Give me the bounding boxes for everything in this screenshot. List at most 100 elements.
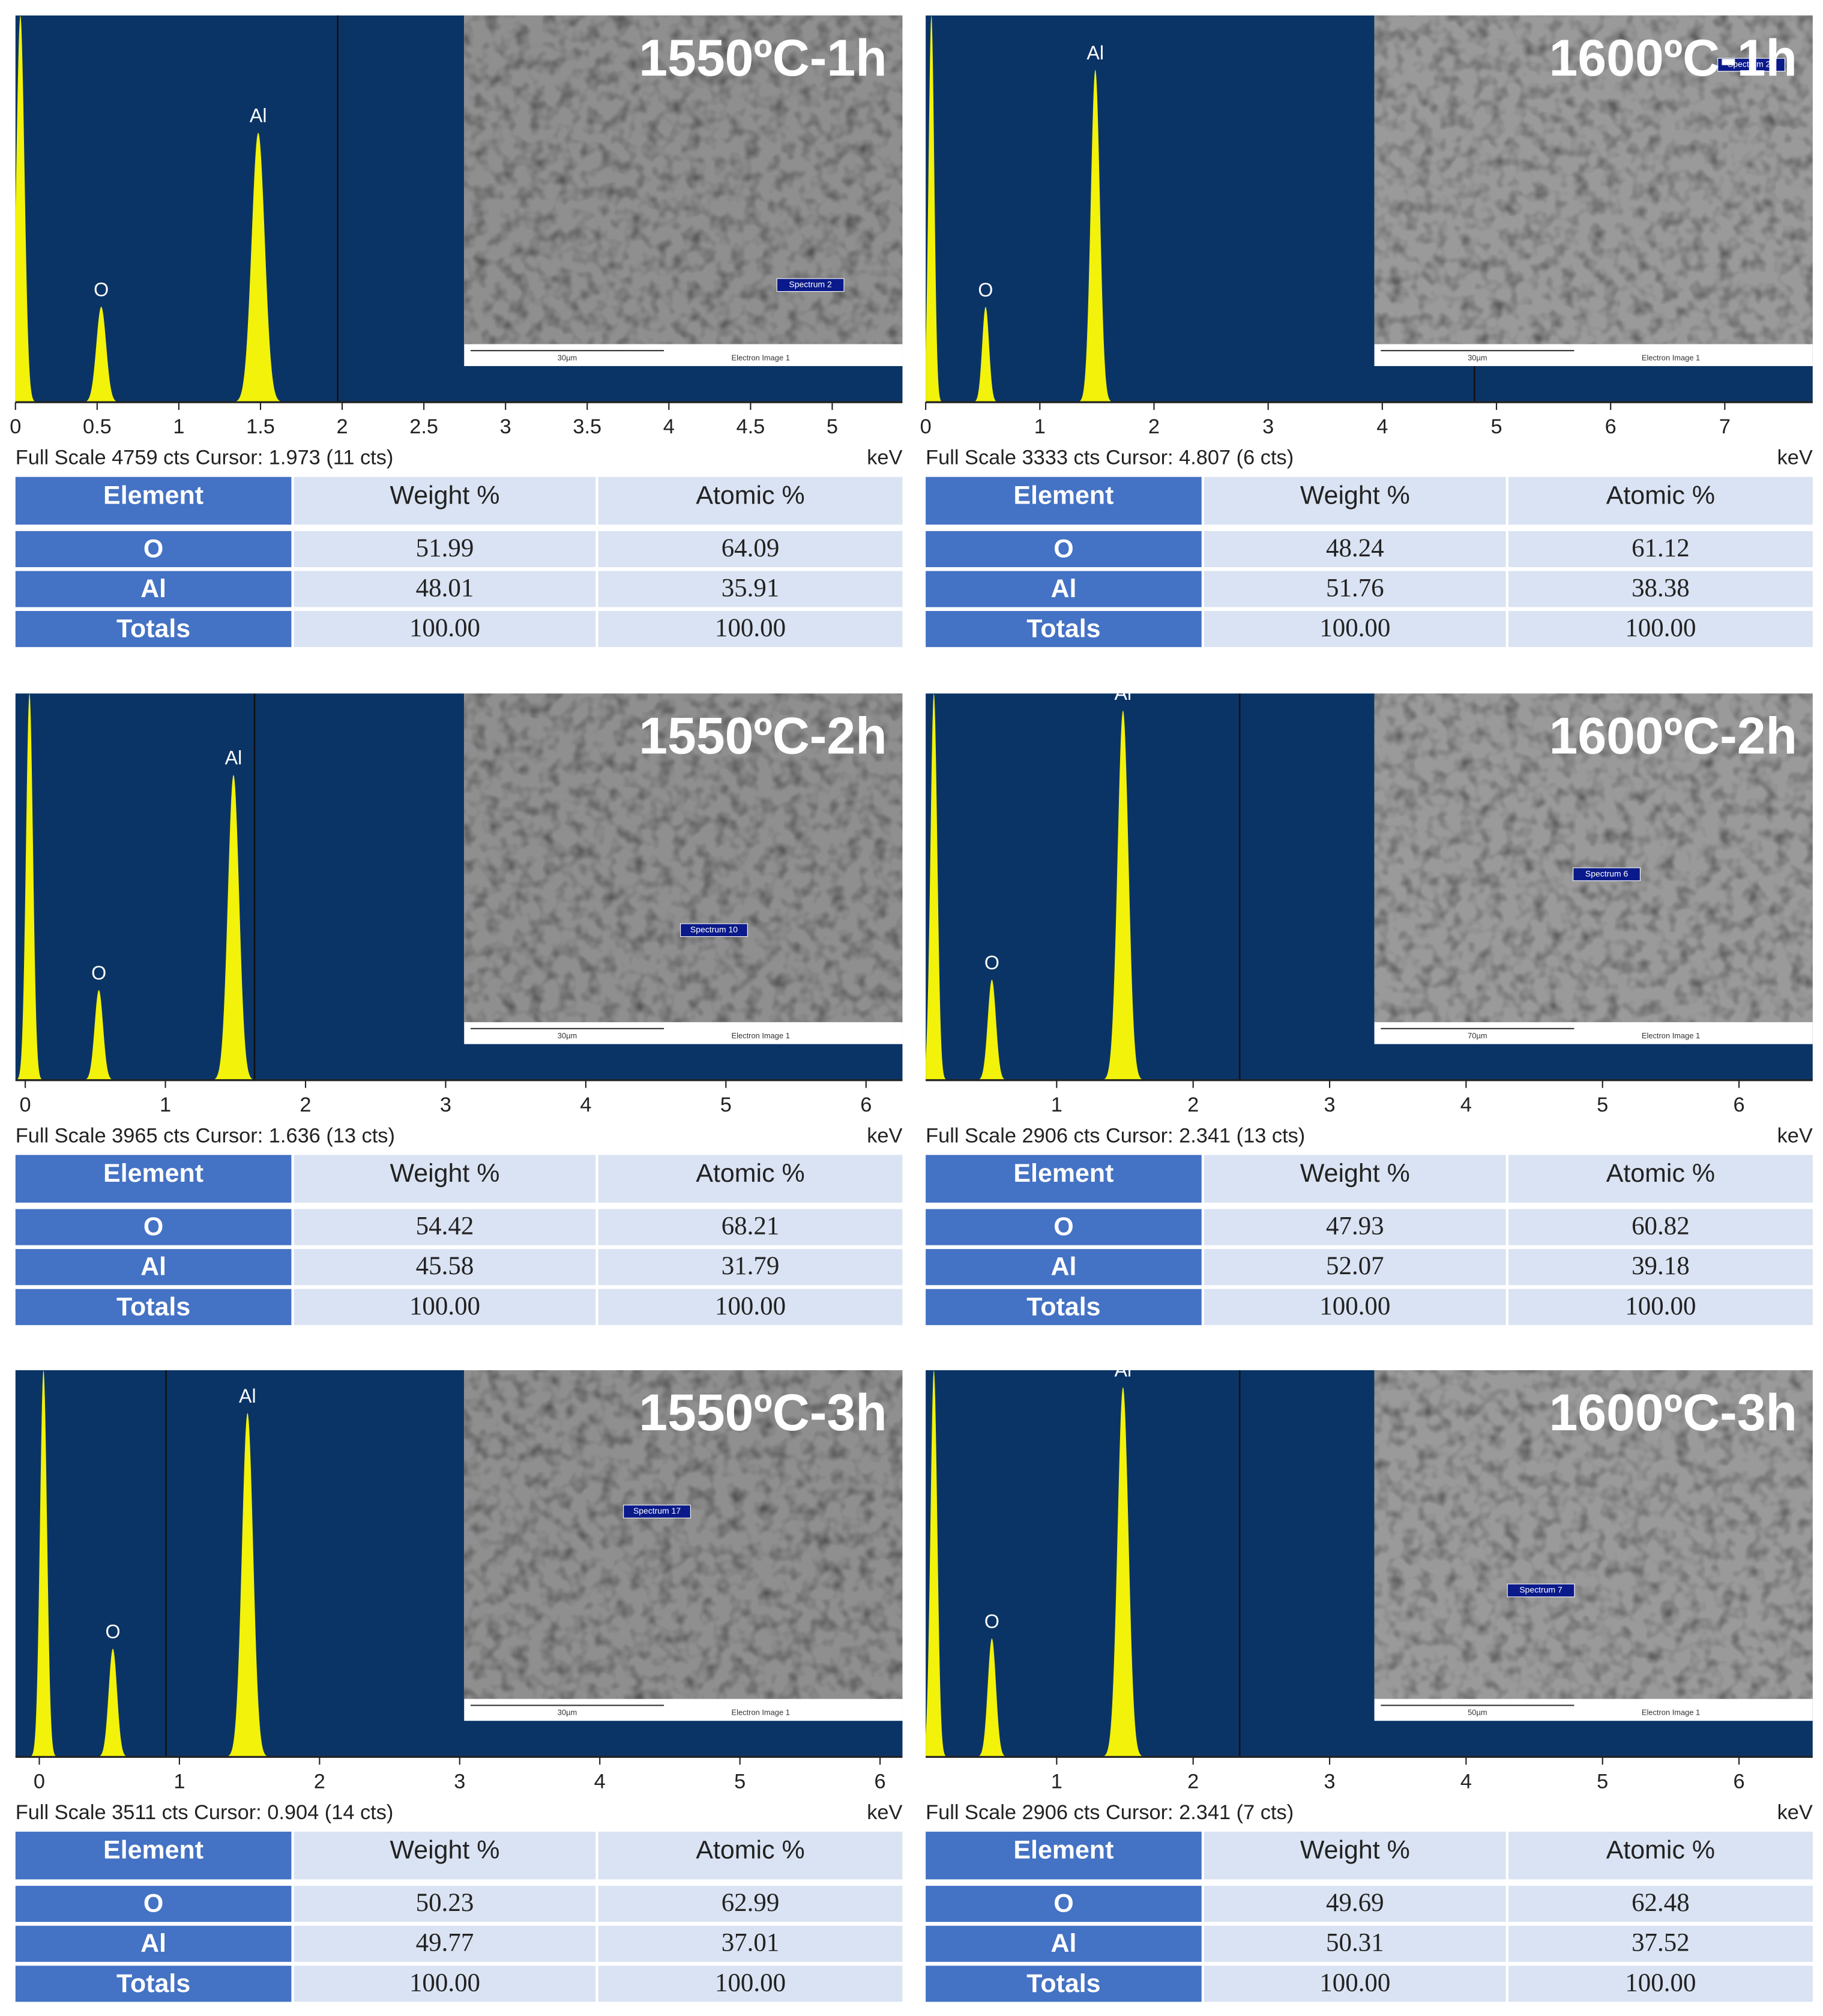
- table-value: 100.00: [409, 1969, 480, 1997]
- table-cell: [926, 531, 1202, 567]
- image-caption: Electron Image 1: [1642, 1708, 1700, 1717]
- table-cell: [1508, 1831, 1813, 1880]
- peak: [82, 990, 116, 1080]
- panel: O Al 30µm Electron Image 1 Spectrum 2 1550ºC-…: [10, 15, 903, 648]
- peak-label: Al: [239, 1385, 256, 1407]
- x-tick-label: 4.5: [736, 415, 765, 438]
- peak-label: O: [105, 1621, 120, 1643]
- table-cell: [294, 1886, 596, 1922]
- table-cell: [294, 1289, 596, 1325]
- table-value: 48.01: [416, 574, 474, 603]
- table-cell: [1204, 1249, 1506, 1286]
- peak: [232, 132, 285, 402]
- peak: [1077, 70, 1114, 402]
- table-value: 51.99: [416, 534, 474, 562]
- scale-label: 30µm: [558, 353, 577, 362]
- table-value: 64.09: [722, 534, 780, 562]
- spectrum-label: Spectrum 22: [1728, 59, 1775, 69]
- table-cell: [15, 1249, 292, 1286]
- x-tick-label: 3: [1324, 1770, 1335, 1793]
- table-cell: [294, 611, 596, 648]
- x-tick-label: 1: [173, 415, 184, 438]
- table-cell: [15, 1209, 292, 1245]
- x-tick-label: 3: [454, 1770, 465, 1793]
- row-header: Element: [1013, 1159, 1113, 1188]
- peak: [211, 774, 256, 1080]
- table-cell: [1204, 611, 1506, 648]
- table-value: 45.58: [416, 1252, 474, 1280]
- table-cell: [598, 1925, 903, 1962]
- table-value: 100.00: [715, 1969, 786, 1997]
- table-value: 48.24: [1326, 534, 1384, 562]
- table-value: 100.00: [715, 1292, 786, 1320]
- table-cell: [1508, 1886, 1813, 1922]
- x-tick-label: 0: [10, 415, 21, 438]
- table-cell: [926, 1831, 1202, 1880]
- x-unit: keV: [867, 1124, 902, 1147]
- table-cell: [1204, 1966, 1506, 2002]
- peak: [225, 1413, 270, 1757]
- row-header: O: [143, 1889, 163, 1918]
- panel-title: 1550ºC-3h: [639, 1384, 887, 1442]
- table-value: 100.00: [1319, 614, 1390, 642]
- x-tick-label: 6: [1734, 1094, 1745, 1116]
- peak: [81, 307, 121, 403]
- x-unit: keV: [867, 1801, 902, 1824]
- table-cell: [1204, 571, 1506, 607]
- row-header: Element: [1013, 1836, 1113, 1865]
- scale-label: 70µm: [1468, 1031, 1487, 1040]
- peak: [15, 693, 44, 1080]
- row-header: O: [1053, 1212, 1073, 1241]
- table-value: 52.07: [1326, 1252, 1384, 1280]
- table-cell: [1204, 1925, 1506, 1962]
- table-value: Atomic %: [1606, 481, 1715, 510]
- table-cell: [598, 1886, 903, 1922]
- table-cell: [598, 571, 903, 607]
- peak-label: Al: [1115, 682, 1132, 704]
- table-value: 100.00: [1319, 1292, 1390, 1320]
- peak-label: Al: [1115, 1359, 1132, 1381]
- x-tick-label: 2: [300, 1094, 311, 1116]
- x-tick-label: 3: [440, 1094, 451, 1116]
- x-tick-label: 3.5: [573, 415, 601, 438]
- x-tick-label: 2: [1187, 1094, 1199, 1116]
- peak: [975, 979, 1008, 1080]
- x-tick-label: 3: [1324, 1094, 1335, 1116]
- x-tick-label: 1.5: [246, 415, 275, 438]
- row-header: Al: [140, 574, 166, 603]
- table-value: 100.00: [409, 614, 480, 642]
- table-cell: [926, 1886, 1202, 1922]
- x-tick-label: 1: [1034, 415, 1046, 438]
- table-value: 61.12: [1632, 534, 1690, 562]
- x-tick-label: 4: [580, 1094, 591, 1116]
- table-value: Weight %: [390, 1836, 500, 1865]
- x-tick-label: 0.5: [83, 415, 112, 438]
- table-cell: [294, 1209, 596, 1245]
- image-caption: Electron Image 1: [1642, 1031, 1700, 1040]
- peak-label: Al: [1086, 42, 1104, 64]
- table-cell: [294, 571, 596, 607]
- x-tick-label: 0: [34, 1770, 45, 1793]
- footer: Full Scale 3511 cts Cursor: 0.904 (14 ct…: [16, 1801, 394, 1824]
- x-tick-label: 1: [1051, 1094, 1062, 1116]
- x-tick-label: 4: [1460, 1770, 1472, 1793]
- image-caption: Electron Image 1: [1642, 353, 1700, 362]
- panel: O Al 50µm Electron Image 1 Spectrum 7 1600ºC-…: [926, 1359, 1813, 2002]
- spectrum-marker: [1573, 867, 1641, 881]
- table-cell: [1508, 1966, 1813, 2002]
- table-value: 50.23: [416, 1889, 474, 1917]
- peak-label: O: [91, 962, 106, 984]
- table-cell: [15, 1966, 292, 2002]
- spectrum-label: Spectrum 7: [1519, 1585, 1562, 1595]
- row-header: Totals: [116, 1969, 190, 1998]
- spectrum-marker: [1717, 58, 1785, 72]
- row-header: Element: [103, 1836, 203, 1865]
- table-cell: [598, 1831, 903, 1880]
- peak-label: Al: [225, 747, 243, 769]
- scale-label: 30µm: [558, 1708, 577, 1717]
- peak-label: O: [984, 1611, 999, 1632]
- table-cell: [1204, 1886, 1506, 1922]
- x-tick-label: 5: [720, 1094, 732, 1116]
- row-header: O: [143, 534, 163, 563]
